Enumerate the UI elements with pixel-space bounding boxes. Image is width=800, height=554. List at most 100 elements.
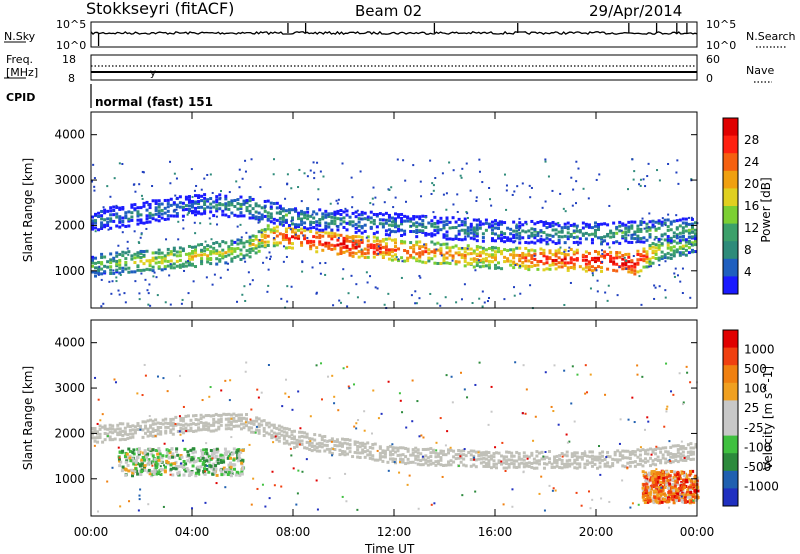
velocity-cell — [149, 431, 153, 435]
power-cell — [297, 223, 301, 227]
power-cell — [357, 224, 361, 228]
power-cell — [266, 217, 270, 221]
velocity-cell — [510, 451, 514, 455]
power-cell — [666, 225, 670, 229]
power-cell — [381, 239, 385, 243]
power-speckle — [138, 298, 141, 301]
velocity-cell — [626, 449, 630, 453]
power-cell — [678, 231, 682, 235]
power-speckle — [337, 236, 340, 239]
velocity-cell — [688, 485, 692, 489]
velocity-speckle — [341, 495, 344, 498]
velocity-cell — [240, 458, 244, 462]
velocity-speckle — [224, 379, 227, 382]
power-cell — [321, 212, 325, 216]
velocity-cell — [606, 450, 610, 454]
power-cell — [139, 259, 143, 263]
velocity-cell — [429, 451, 433, 455]
power-cell — [533, 263, 537, 267]
power-speckle — [355, 243, 358, 246]
power-speckle — [342, 268, 345, 271]
velocity-speckle — [305, 458, 308, 461]
power-cell — [294, 236, 298, 240]
power-cell — [166, 251, 170, 255]
power-cell — [457, 229, 461, 233]
power-cell — [351, 251, 355, 255]
velocity-speckle — [411, 379, 414, 382]
power-cell — [481, 257, 485, 261]
power-cell — [506, 236, 510, 240]
velocity-cell — [452, 449, 456, 453]
power-cell — [224, 213, 228, 217]
power-cell — [572, 267, 576, 271]
power-cell — [227, 249, 231, 253]
power-cell — [112, 219, 116, 223]
velocity-cell — [148, 447, 152, 451]
velocity-cell — [257, 417, 261, 421]
power-cell — [630, 270, 634, 274]
power-speckle — [656, 169, 659, 172]
power-cell — [194, 254, 198, 258]
velocity-speckle — [377, 417, 380, 420]
power-cell — [303, 234, 307, 238]
velocity-cell — [144, 424, 148, 428]
power-speckle — [169, 182, 172, 185]
velocity-cell — [212, 462, 216, 466]
power-cell — [409, 253, 413, 257]
power-cell — [157, 265, 161, 269]
power-cell — [348, 253, 352, 257]
power-cell — [481, 239, 485, 243]
power-cell — [636, 224, 640, 228]
velocity-cell — [655, 471, 659, 475]
power-cell — [663, 238, 667, 242]
velocity-cell — [568, 464, 572, 468]
power-cell — [351, 235, 355, 239]
velocity-cell — [590, 461, 594, 465]
power-cell — [390, 250, 394, 254]
power-speckle — [117, 289, 120, 292]
velocity-cell — [164, 429, 168, 433]
power-cell — [448, 249, 452, 253]
velocity-cell — [290, 433, 294, 437]
velocity-cell — [641, 486, 645, 490]
power-cell — [172, 266, 176, 270]
power-speckle — [236, 225, 239, 228]
power-cell — [639, 237, 643, 241]
power-cell — [672, 251, 676, 255]
power-cell — [300, 223, 304, 227]
power-cell — [636, 252, 640, 256]
velocity-speckle — [249, 418, 252, 421]
power-cell — [184, 252, 188, 256]
power-speckle — [268, 251, 271, 254]
power-cell — [645, 238, 649, 242]
power-speckle — [193, 189, 196, 192]
velocity-speckle — [205, 442, 208, 445]
power-cell — [215, 195, 219, 199]
velocity-cell — [651, 462, 655, 466]
power-speckle — [187, 211, 190, 214]
power-cell — [106, 217, 110, 221]
power-cell — [287, 223, 291, 227]
power-speckle — [211, 283, 214, 286]
power-cell — [560, 261, 564, 265]
power-cell — [557, 261, 561, 265]
power-cell — [687, 235, 691, 239]
power-cell — [275, 241, 279, 245]
power-cell — [339, 213, 343, 217]
power-cell — [645, 226, 649, 230]
power-cell — [415, 221, 419, 225]
power-speckle — [322, 175, 325, 178]
power-cell — [160, 258, 164, 262]
velocity-cell — [164, 417, 168, 421]
power-cell — [554, 258, 558, 262]
power-cell — [512, 262, 516, 266]
power-colorbar-tick-label: 28 — [744, 133, 759, 147]
velocity-cell — [406, 457, 410, 461]
power-cell — [484, 228, 488, 232]
velocity-cell — [143, 458, 147, 462]
velocity-cell — [282, 426, 286, 430]
power-cell — [330, 237, 334, 241]
power-speckle — [377, 252, 380, 255]
velocity-cell — [479, 451, 483, 455]
power-cell — [248, 247, 252, 251]
